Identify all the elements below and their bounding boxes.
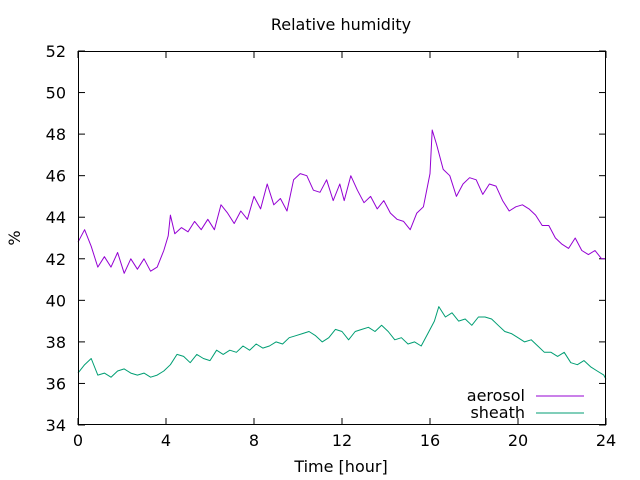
y-tick-label: 52	[46, 42, 66, 61]
series-line-aerosol	[77, 129, 606, 274]
y-tick-label: 50	[46, 84, 66, 103]
y-tick-label: 42	[46, 250, 66, 269]
y-tick-label: 38	[46, 333, 66, 352]
x-tick-label: 16	[420, 431, 440, 450]
series-line-sheath	[77, 306, 607, 380]
legend-label-sheath: sheath	[470, 403, 525, 422]
x-tick-label: 8	[249, 431, 259, 450]
y-tick-label: 44	[46, 208, 66, 227]
y-tick-label: 34	[46, 416, 66, 435]
y-tick-label: 40	[46, 291, 66, 310]
legend-label-aerosol: aerosol	[467, 386, 525, 405]
x-tick-label: 24	[596, 431, 616, 450]
chart-title: Relative humidity	[271, 15, 411, 34]
x-tick-label: 4	[161, 431, 171, 450]
y-tick-label: 46	[46, 167, 66, 186]
y-tick-label: 48	[46, 125, 66, 144]
x-axis-label: Time [hour]	[293, 457, 387, 476]
plot-frame	[78, 51, 606, 425]
y-axis-label: %	[5, 230, 24, 245]
x-tick-label: 12	[332, 431, 352, 450]
series-lines	[77, 129, 607, 380]
x-tick-label: 20	[508, 431, 528, 450]
x-tick-label: 0	[73, 431, 83, 450]
y-tick-label: 36	[46, 374, 66, 393]
